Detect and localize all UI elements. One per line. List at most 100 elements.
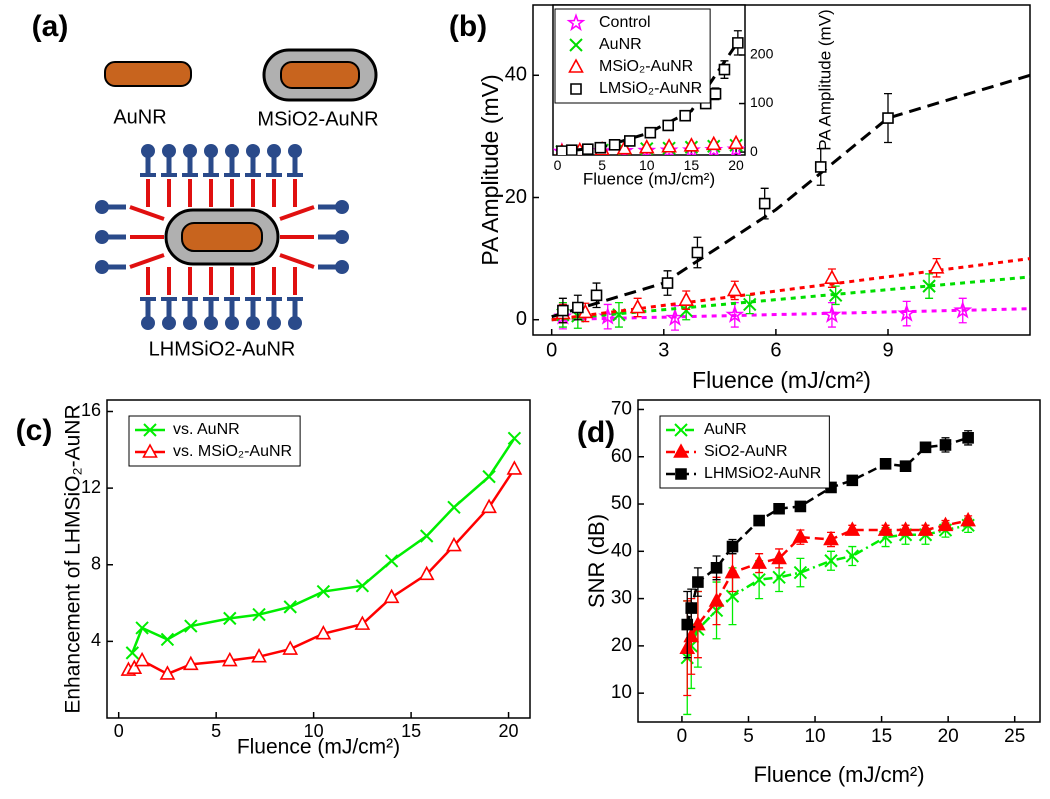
legend: vs. AuNR vs. MSiO₂-AuNR xyxy=(128,415,301,467)
marker xyxy=(728,134,744,150)
lipid-tail xyxy=(279,253,315,269)
marker xyxy=(624,135,636,147)
marker xyxy=(582,143,594,155)
marker xyxy=(919,441,932,454)
y-tick-label: 4 xyxy=(91,630,101,650)
lipid-head xyxy=(335,230,349,244)
marker xyxy=(316,584,331,599)
marker xyxy=(960,511,976,527)
lipid-head xyxy=(95,230,109,244)
marker xyxy=(822,304,842,323)
panel-label: (a) xyxy=(32,10,69,43)
marker xyxy=(683,627,700,643)
marker xyxy=(661,138,677,153)
legend: Control AuNR MSiO₂-AuNR LMSiO₂-AuNR xyxy=(554,8,711,104)
marker xyxy=(679,303,693,318)
x-tick-label: 0 xyxy=(114,721,124,741)
marker xyxy=(160,632,175,647)
marker xyxy=(223,611,237,626)
marker xyxy=(718,63,731,76)
x-tick-label: 15 xyxy=(871,726,892,747)
panel-label: (c) xyxy=(16,414,53,447)
y-tick-label: 50 xyxy=(611,493,632,514)
marker xyxy=(315,625,332,640)
y-tick-label: 12 xyxy=(81,477,101,497)
series-layer xyxy=(679,430,976,716)
x-tick-label: 5 xyxy=(743,726,754,747)
x-axis-title: Fluence (mJ/cm²) xyxy=(583,169,715,188)
marker xyxy=(939,439,952,451)
marker xyxy=(828,288,843,302)
marker xyxy=(135,621,149,635)
legend-marker xyxy=(143,423,157,437)
x-axis-title: Fluence (mJ/cm²) xyxy=(237,736,400,759)
aunr-core xyxy=(181,222,263,252)
x-tick-label: 20 xyxy=(499,721,519,741)
legend-label: SiO2-AuNR xyxy=(704,443,788,460)
legend-label: MSiO₂-AuNR xyxy=(599,58,693,75)
marker xyxy=(705,135,722,151)
marker xyxy=(419,529,434,543)
marker xyxy=(418,565,435,581)
diagram-label: LHMSiO2-AuNR xyxy=(149,338,296,360)
legend-marker xyxy=(566,13,586,32)
legend-label: LHMSiO2-AuNR xyxy=(704,465,821,482)
series-layer xyxy=(120,431,523,680)
y-tick-label: 20 xyxy=(611,635,632,656)
legend: AuNR SiO2-AuNR LHMSiO2-AuNR xyxy=(659,415,830,489)
marker xyxy=(661,277,674,289)
lipid-head xyxy=(288,316,302,330)
lipid-head xyxy=(246,144,260,158)
marker xyxy=(182,655,199,671)
y-tick-label: 40 xyxy=(611,540,632,561)
marker xyxy=(481,498,497,514)
x-tick-label: 6 xyxy=(770,339,781,361)
y-tick-label: 0 xyxy=(750,143,758,159)
y-tick-label: 8 xyxy=(91,553,101,573)
marker xyxy=(644,126,657,139)
marker xyxy=(507,431,522,446)
marker xyxy=(793,565,808,580)
marker xyxy=(282,640,299,655)
marker xyxy=(814,161,827,173)
marker xyxy=(771,549,787,565)
fit-line xyxy=(551,257,1030,322)
lipid-head xyxy=(288,144,302,158)
marker xyxy=(384,554,399,568)
x-tick-label: 3 xyxy=(658,339,669,361)
marker xyxy=(899,460,912,472)
marker xyxy=(683,137,700,152)
lipid-head xyxy=(162,316,176,330)
marker xyxy=(678,291,695,306)
lipid-head xyxy=(183,144,197,158)
marker xyxy=(446,536,462,552)
y-tick-label: 16 xyxy=(81,400,101,420)
marker xyxy=(383,588,400,604)
lipid-head xyxy=(204,316,218,330)
fit-line xyxy=(551,73,1030,319)
marker xyxy=(691,246,704,259)
marker xyxy=(824,554,838,568)
legend-marker xyxy=(570,83,582,95)
x-tick-label: 20 xyxy=(728,157,744,173)
marker xyxy=(638,139,655,154)
marker xyxy=(922,279,936,293)
lipid-tail xyxy=(129,253,165,269)
legend-marker xyxy=(142,443,158,458)
x-tick-label: 0 xyxy=(554,157,562,173)
lipid-head xyxy=(141,144,155,158)
y-axis-title: SNR (dB) xyxy=(584,514,609,608)
diagram: AuNR MSiO2-AuNR LHMSiO2-AuNR xyxy=(95,48,379,360)
lipid-head xyxy=(95,260,109,274)
marker xyxy=(824,269,840,284)
legend-marker xyxy=(673,443,689,458)
x-tick-label: 10 xyxy=(304,721,324,741)
chart: 0 5 10 15 20 25 10 20 30 40 50 60 70 Fluence (mJ/cm²)… xyxy=(584,398,1041,787)
diagram-label: AuNR xyxy=(113,106,166,128)
marker xyxy=(608,139,621,151)
legend-label: LMSiO₂-AuNR xyxy=(599,80,702,97)
marker xyxy=(823,530,839,546)
marker xyxy=(283,600,297,614)
lipid-head xyxy=(246,316,260,330)
